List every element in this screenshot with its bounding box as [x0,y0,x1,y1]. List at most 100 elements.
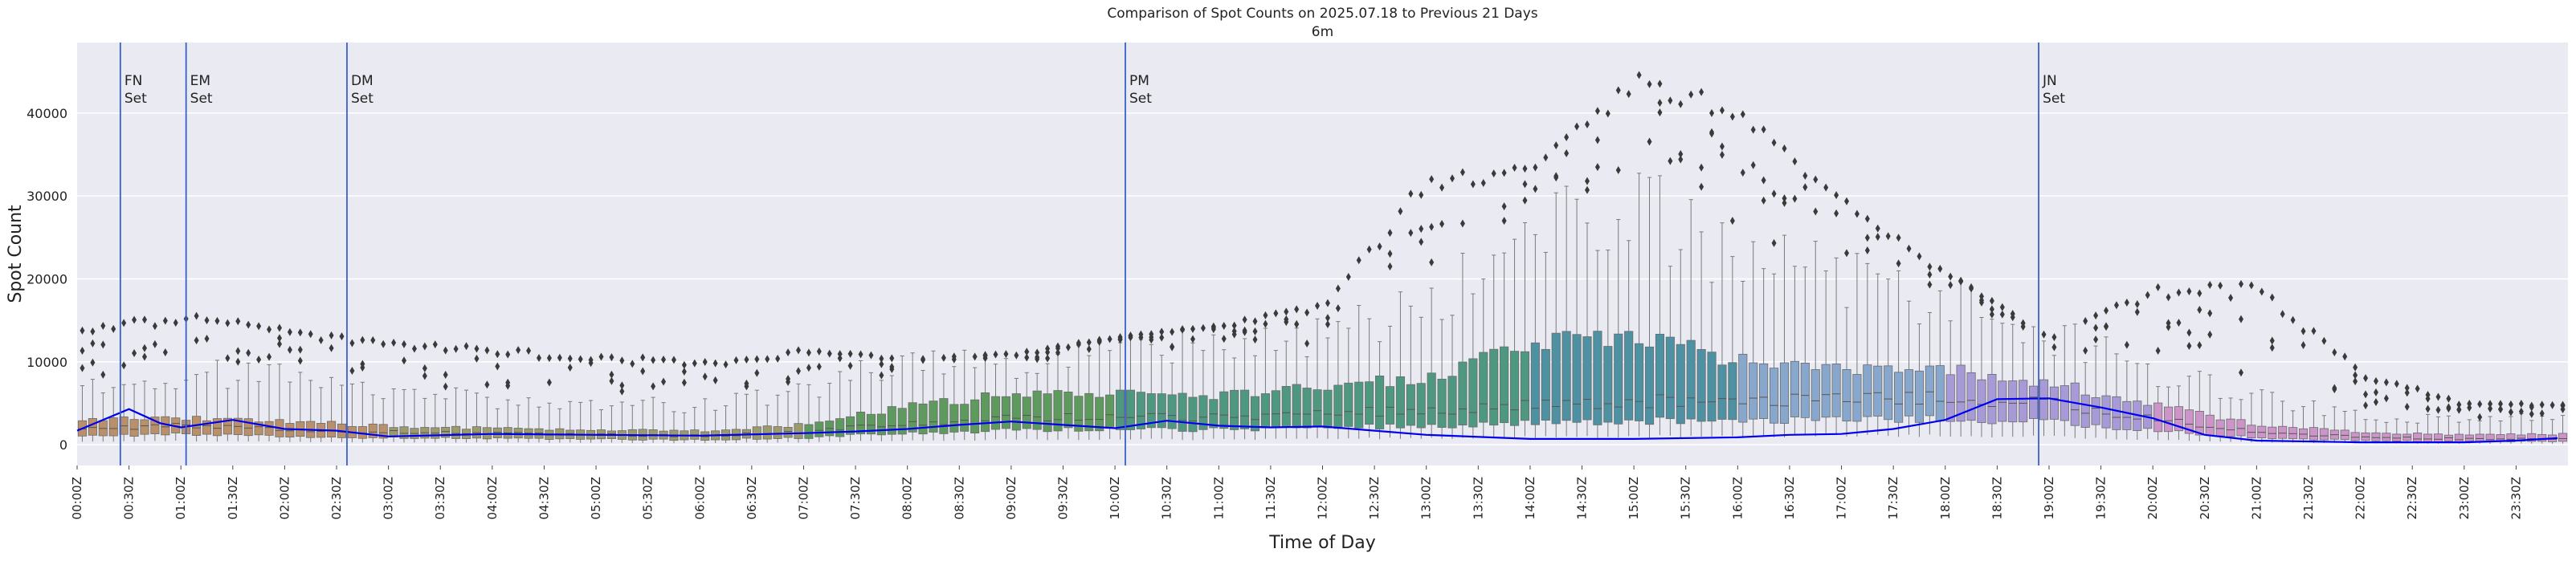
outlier-point [2010,313,2015,322]
outlier-point [1501,202,1507,211]
box-body [1489,348,1499,426]
box-item [129,384,139,442]
box-item [929,350,938,441]
outlier-point [1252,335,1258,344]
box-body [2039,379,2049,421]
box-item [1676,249,1685,437]
box-body [1966,372,1976,421]
outlier-point [256,322,262,331]
box-body [451,425,461,439]
outlier-point [1045,354,1051,363]
box-body [2382,433,2391,441]
outlier-point [422,364,427,372]
box-body [1987,373,1997,425]
box-item [855,360,866,441]
box-item [2268,392,2277,443]
outlier-point [1231,330,1237,339]
box-body [1728,362,1737,421]
box-item [887,375,896,441]
outlier-point [630,360,635,368]
outlier-point [100,321,106,330]
outlier-point [90,339,96,348]
x-tick-label: 18:30Z [1990,477,2004,520]
x-tick-label: 23:00Z [2457,477,2472,520]
outlier-point [2145,291,2150,299]
outlier-point [1668,96,1673,105]
outlier-point [619,387,625,396]
box-body [1427,372,1436,425]
box-item [1022,372,1031,440]
outlier-point [1159,327,1165,336]
x-tick-label: 13:30Z [1471,477,1485,520]
outlier-point [1917,252,1922,261]
outlier-point [1159,333,1165,342]
box-body [1188,396,1198,433]
box-body [1749,362,1758,420]
outlier-point [2415,384,2420,393]
box-item [1655,175,1664,436]
outlier-point [2124,340,2129,349]
outlier-point [1999,303,2005,311]
box-body [1914,370,1925,423]
box-item [88,379,97,442]
box-body [1831,364,1841,417]
box-item [389,388,398,442]
box-item [2153,386,2163,441]
outlier-point [816,347,822,356]
outlier-point [2134,307,2140,316]
outlier-point [2176,319,2182,327]
outlier-point [1345,272,1351,281]
outlier-point [2269,344,2275,352]
outlier-point [505,350,511,359]
box-item [1125,337,1136,440]
x-tick-label: 17:00Z [1835,477,1849,520]
box-body [1779,362,1790,424]
outlier-point [474,344,480,353]
x-tick-label: 20:30Z [2198,477,2212,520]
box-body [1011,393,1021,431]
box-body [1593,331,1602,425]
box-body [1925,365,1934,417]
outlier-point [2051,333,2057,342]
box-item [918,370,928,441]
outlier-point [1564,149,1570,158]
outlier-point [2176,288,2182,297]
box-body [1696,349,1706,422]
box-body [929,400,938,433]
box-item [1873,273,1883,435]
outlier-point [2104,306,2109,315]
box-body [285,423,295,438]
outlier-point [2488,400,2493,409]
box-body [1935,365,1945,421]
outlier-point [1408,229,1414,238]
outlier-point [2186,341,2192,350]
outlier-point [2508,408,2513,417]
box-body [1344,382,1353,427]
outlier-point [318,335,324,344]
outlier-point [1834,191,1839,200]
x-tick-label: 18:00Z [1938,477,1953,520]
outlier-point [1252,317,1258,326]
x-tick-label: 03:00Z [382,477,396,520]
box-item [1230,357,1239,440]
outlier-point [1263,311,1268,319]
box-item [1095,342,1104,441]
sun-event-markers: FN Set EM Set DM Set PM Set JN Set [119,43,2065,465]
x-tick-label: 05:30Z [641,477,655,520]
box-item [1053,354,1063,441]
box-body [1894,372,1904,423]
outlier-point [858,350,863,359]
outlier-point [2166,319,2171,327]
outlier-point [2093,311,2099,320]
outlier-point [879,360,884,368]
outlier-point [1117,335,1123,344]
box-item [1925,311,1934,435]
box-item [1728,256,1737,437]
box-item [1831,257,1841,435]
box-item [2506,416,2516,444]
sun-event-label: DM [351,73,374,89]
outlier-markers [80,71,2566,421]
x-tick-label: 04:00Z [485,477,500,520]
x-tick-label: 12:00Z [1316,477,1330,520]
